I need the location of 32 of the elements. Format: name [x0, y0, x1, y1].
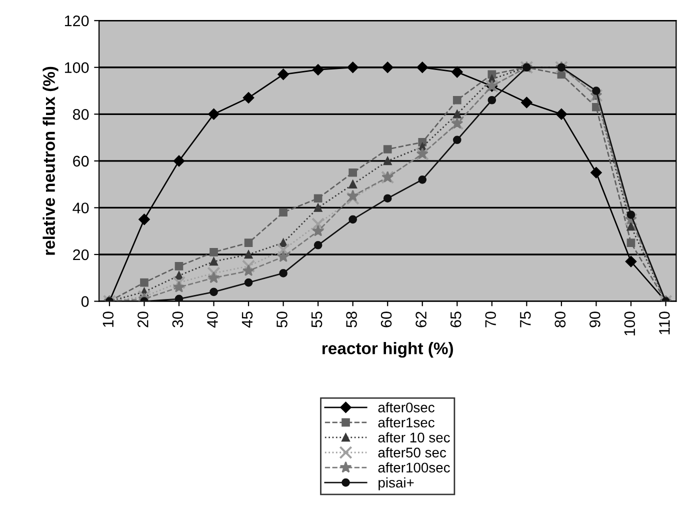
x-tick-label: 55	[312, 312, 322, 328]
y-tick-label: 60	[73, 156, 89, 167]
x-tick-label: 80	[554, 312, 566, 328]
legend-label: after50 sec	[378, 447, 446, 458]
x-tick-label: 10	[102, 312, 114, 327]
x-tick-label: 50	[276, 312, 288, 328]
y-tick-label: 40	[72, 202, 89, 214]
y-tick-label: 0	[81, 296, 89, 307]
legend-label: after 10 sec	[378, 432, 450, 442]
legend-label: after1sec	[378, 417, 434, 428]
x-axis-title: reactor hight (%)	[322, 342, 453, 358]
x-tick-label: 70	[485, 312, 496, 328]
y-axis-title: relative neutron flux (%)	[42, 66, 58, 255]
y-tick-label: 120	[64, 15, 89, 26]
y-tick-label: 20	[73, 249, 89, 260]
legend-label: pisai+	[378, 477, 414, 490]
x-tick-label: 45	[242, 312, 253, 328]
x-tick-label: 40	[207, 312, 218, 328]
y-tick-label: 100	[64, 62, 89, 74]
legend-label: after100sec	[378, 462, 450, 473]
x-tick-label: 60	[380, 312, 392, 328]
x-tick-label: 30	[172, 312, 184, 328]
x-tick-label: 90	[589, 312, 600, 328]
x-tick-label: 110	[659, 312, 670, 334]
legend-label: after0sec	[378, 402, 434, 412]
x-tick-label: 65	[450, 312, 462, 328]
x-tick-label: 58	[346, 312, 357, 328]
y-tick-label: 80	[72, 109, 89, 120]
x-tick-label: 20	[138, 312, 148, 328]
x-tick-label: 62	[416, 312, 426, 328]
x-tick-label: 75	[520, 312, 531, 328]
x-tick-label: 100	[624, 312, 636, 336]
